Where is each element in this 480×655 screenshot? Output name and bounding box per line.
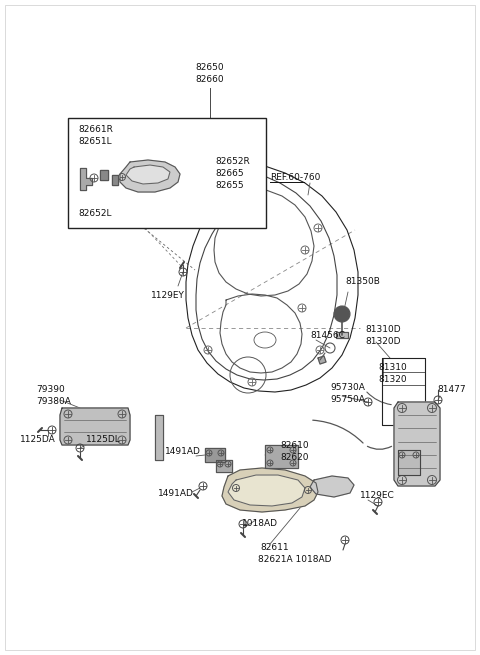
Text: 95750A: 95750A: [330, 396, 365, 405]
Bar: [68, 118, 266, 228]
Polygon shape: [120, 160, 180, 192]
Polygon shape: [126, 165, 170, 184]
Text: 82652R: 82652R: [215, 157, 250, 166]
Text: 1125DA: 1125DA: [20, 436, 56, 445]
Text: 1491AD: 1491AD: [158, 489, 194, 498]
Polygon shape: [205, 448, 225, 462]
Text: 1129EY: 1129EY: [151, 291, 185, 301]
Polygon shape: [100, 170, 108, 180]
Text: 82620: 82620: [280, 453, 309, 462]
Polygon shape: [112, 175, 118, 185]
Polygon shape: [394, 402, 440, 486]
Text: 82621A 1018AD: 82621A 1018AD: [258, 555, 332, 565]
Polygon shape: [310, 476, 354, 497]
Polygon shape: [80, 168, 92, 190]
Polygon shape: [336, 332, 348, 338]
Text: 82650: 82650: [195, 64, 224, 73]
Text: 82655: 82655: [215, 181, 244, 191]
Text: 81310: 81310: [378, 364, 407, 373]
Text: 81477: 81477: [437, 386, 466, 394]
Polygon shape: [228, 475, 305, 506]
Text: 82661R: 82661R: [78, 126, 113, 134]
Text: REF.60-760: REF.60-760: [270, 174, 320, 183]
Text: 1491AD: 1491AD: [165, 447, 201, 457]
Text: 79380A: 79380A: [36, 398, 71, 407]
Text: 82610: 82610: [280, 441, 309, 451]
Text: 81310D: 81310D: [365, 326, 401, 335]
Text: 95730A: 95730A: [330, 383, 365, 392]
Polygon shape: [318, 356, 326, 364]
Text: 82665: 82665: [215, 170, 244, 179]
Text: 82651L: 82651L: [78, 138, 112, 147]
Polygon shape: [216, 460, 232, 472]
Text: 81320: 81320: [378, 375, 407, 384]
Text: 82611: 82611: [260, 544, 288, 553]
Polygon shape: [398, 450, 420, 475]
Polygon shape: [222, 468, 318, 512]
Polygon shape: [60, 408, 130, 445]
Text: 1018AD: 1018AD: [242, 519, 278, 529]
Text: 81350B: 81350B: [345, 278, 380, 286]
Text: 79390: 79390: [36, 386, 65, 394]
Polygon shape: [155, 415, 163, 460]
Text: 81456C: 81456C: [310, 331, 345, 341]
Text: 82652L: 82652L: [78, 208, 111, 217]
Circle shape: [334, 306, 350, 322]
Text: 81320D: 81320D: [365, 337, 400, 346]
Text: 82660: 82660: [195, 75, 224, 84]
Polygon shape: [265, 445, 298, 468]
Text: 1129EC: 1129EC: [360, 491, 395, 500]
Text: 1125DL: 1125DL: [86, 436, 121, 445]
